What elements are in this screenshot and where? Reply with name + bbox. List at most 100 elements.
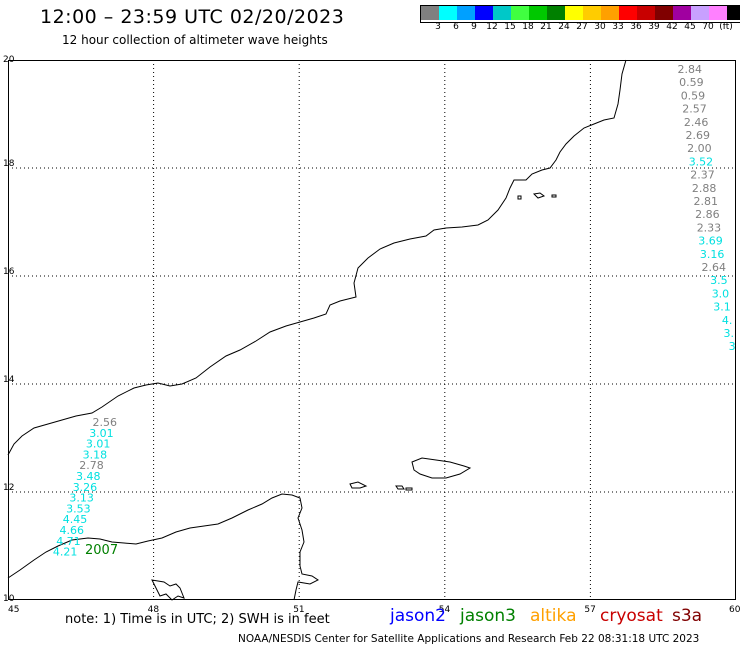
scale-swatch — [439, 6, 457, 20]
scale-label: 33 — [612, 22, 624, 32]
wave-height-value: 3.01 — [86, 438, 111, 451]
wave-height-value: 3.1 — [713, 301, 731, 314]
wave-height-value: 2.46 — [684, 116, 709, 129]
wave-height-value: 3.5 — [710, 274, 728, 287]
wave-height-value: 2.57 — [682, 103, 707, 116]
wave-height-value: 0.59 — [679, 76, 704, 89]
scale-swatch — [727, 6, 740, 20]
scale-label: 39 — [648, 22, 660, 32]
wave-height-value: 2.86 — [695, 208, 720, 221]
footer-credit: NOAA/NESDIS Center for Satellite Applica… — [238, 633, 700, 645]
satellite-legend-jason3: jason3 — [460, 606, 516, 626]
satellite-legend-s3a: s3a — [672, 606, 703, 626]
wave-height-value: 2.00 — [687, 142, 712, 155]
altimeter-track-east: 2.840.590.592.572.462.692.003.522.372.88… — [678, 63, 736, 353]
scale-swatch — [601, 6, 619, 20]
scale-label: 18 — [522, 22, 534, 32]
altimeter-track-west: 2.563.013.013.182.783.483.263.133.534.45… — [53, 416, 117, 559]
scale-label: 3 — [435, 22, 441, 32]
lat-tick-label: 10 — [3, 594, 15, 604]
wave-height-value: 4.21 — [53, 546, 78, 559]
wave-height-value: 2.37 — [690, 169, 715, 182]
scale-swatch — [547, 6, 565, 20]
lat-lon-grid — [8, 60, 736, 600]
island-kuria-3 — [551, 194, 557, 198]
scale-swatch — [691, 6, 709, 20]
latitude-labels: 10 12 14 16 18 20 — [3, 55, 15, 604]
wave-height-value: 2.81 — [694, 195, 719, 208]
scale-label: 45 — [684, 22, 696, 32]
wave-height-value: 3.52 — [689, 155, 714, 168]
wave-height-value: 3.26 — [73, 481, 98, 494]
wave-height-value: 3. — [724, 327, 735, 340]
scale-label: 30 — [594, 22, 606, 32]
scale-swatch — [421, 6, 439, 20]
page-title: 12:00 – 23:59 UTC 02/20/2023 — [40, 6, 345, 28]
wave-height-value: 2.84 — [678, 63, 703, 76]
lon-tick-label: 45 — [8, 605, 19, 615]
wave-height-value: 2.56 — [93, 416, 118, 429]
wave-height-value: 3.13 — [69, 492, 94, 505]
scale-swatch — [529, 6, 547, 20]
coast-arabia-main — [7, 59, 627, 456]
scale-swatch — [457, 6, 475, 20]
scale-label: 15 — [504, 22, 516, 32]
page-subtitle: 12 hour collection of altimeter wave hei… — [62, 33, 328, 47]
scale-swatch — [673, 6, 691, 20]
wave-height-value: 2.64 — [702, 261, 727, 274]
wave-height-value: 2.88 — [692, 182, 717, 195]
lat-tick-label: 12 — [3, 483, 14, 493]
wave-height-value: 3.53 — [66, 502, 91, 515]
color-scale — [420, 5, 740, 23]
lat-tick-label: 16 — [3, 267, 15, 277]
wave-height-value: 4.71 — [56, 535, 81, 548]
scale-swatch — [655, 6, 673, 20]
map-frame — [8, 60, 736, 600]
scale-label: 42 — [666, 22, 678, 32]
color-scale-labels: 3 6 9 12 15 18 21 24 27 30 33 36 39 42 45 70 (ft) — [420, 22, 740, 34]
wave-height-value: 4. — [722, 314, 733, 327]
lat-tick-label: 18 — [3, 159, 15, 169]
longitude-labels: 45 48 51 54 57 60 — [8, 605, 740, 615]
scale-label: 21 — [540, 22, 552, 32]
coastline — [7, 59, 627, 601]
wave-height-value: 3.0 — [712, 287, 730, 300]
scale-swatch — [511, 6, 529, 20]
island-kuria-2 — [532, 192, 546, 199]
satellite-legend-altika: altika — [530, 606, 577, 626]
scale-swatch — [709, 6, 727, 20]
scale-label: 27 — [576, 22, 588, 32]
island-socotra — [411, 457, 472, 479]
wave-height-value: 2.78 — [79, 459, 104, 472]
lat-tick-label: 14 — [3, 375, 15, 385]
satellite-legend-jason2: jason2 — [390, 606, 446, 626]
scale-label: 6 — [453, 22, 459, 32]
lat-tick-label: 20 — [3, 55, 15, 65]
wave-height-value: 3.16 — [700, 248, 725, 261]
lon-tick-label: 54 — [439, 605, 451, 615]
lon-tick-label: 60 — [729, 605, 740, 615]
island-abd-al-kuri — [349, 481, 368, 489]
scale-label: 9 — [471, 22, 477, 32]
coast-africa-horn — [7, 493, 319, 601]
scale-label: 24 — [558, 22, 570, 32]
scale-swatch — [583, 6, 601, 20]
scale-swatch — [619, 6, 637, 20]
scale-label: (ft) — [719, 22, 733, 32]
footer-note: note: 1) Time is in UTC; 2) SWH is in fe… — [65, 612, 330, 627]
wave-height-value: 4.45 — [63, 513, 88, 526]
island-small-2 — [405, 487, 413, 491]
lon-tick-label: 51 — [293, 605, 304, 615]
wave-height-value: 3.48 — [76, 470, 101, 483]
wave-height-value: 2.33 — [697, 221, 722, 234]
wave-height-value: 4.66 — [60, 524, 85, 537]
scale-swatch — [475, 6, 493, 20]
wave-height-value: 0.59 — [681, 89, 706, 102]
wave-height-value: 2.69 — [686, 129, 711, 142]
coast-africa-lower — [151, 579, 185, 601]
wave-height-value: 3.69 — [698, 235, 723, 248]
scale-label: 70 — [702, 22, 714, 32]
satellite-legend-cryosat: cryosat — [600, 606, 663, 626]
wave-height-value: 3.01 — [89, 427, 114, 440]
